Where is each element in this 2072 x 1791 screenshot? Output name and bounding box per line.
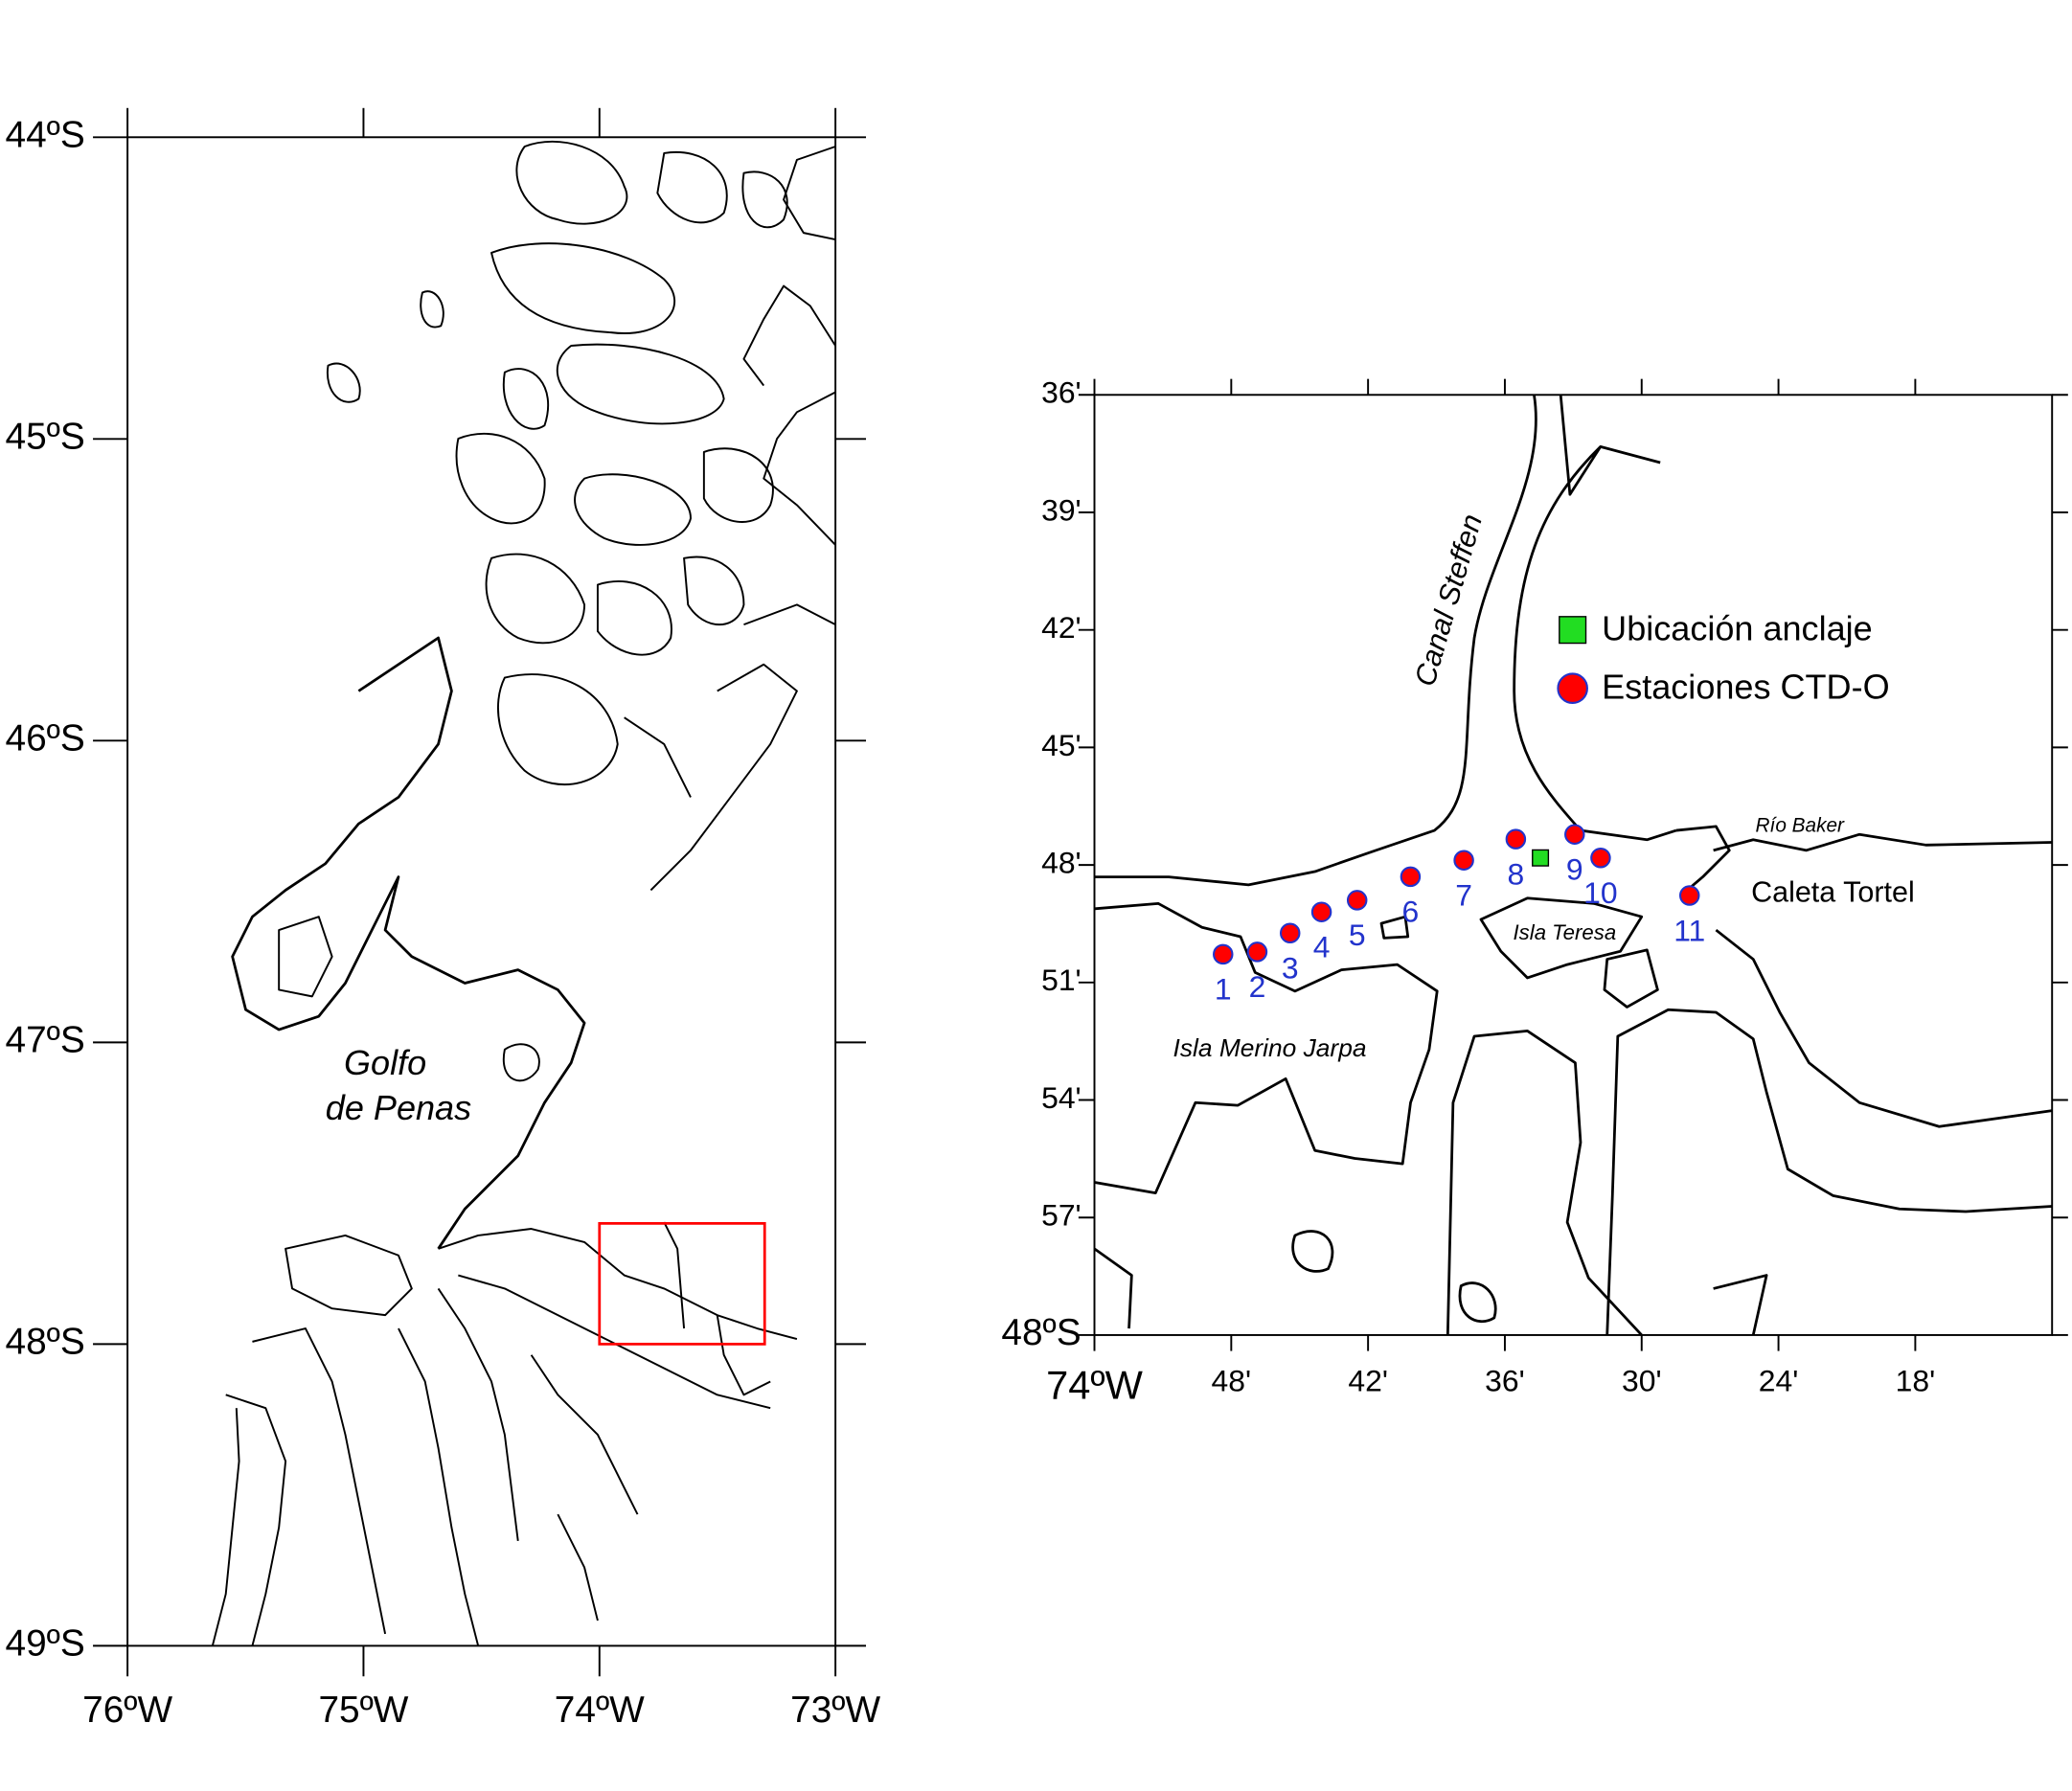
y-tick-label: 46ºS bbox=[5, 718, 84, 759]
overview-frame bbox=[126, 136, 837, 1647]
station-label: 5 bbox=[1349, 918, 1366, 952]
x-tick-label: 75ºW bbox=[318, 1689, 408, 1731]
x-tick-label: 73ºW bbox=[790, 1689, 880, 1731]
x-tick-label: 42' bbox=[1348, 1363, 1388, 1397]
station bbox=[1279, 922, 1301, 944]
legend-label: Estaciones CTD-O bbox=[1602, 668, 1889, 707]
station bbox=[1246, 941, 1268, 963]
station-label: 1 bbox=[1215, 972, 1232, 1007]
y-tick-label: 47ºS bbox=[5, 1020, 84, 1061]
place-label: Río Baker bbox=[1756, 814, 1845, 836]
x-tick-label: 76ºW bbox=[82, 1689, 172, 1731]
station bbox=[1564, 824, 1585, 845]
station bbox=[1346, 890, 1368, 911]
x-tick-label: 36' bbox=[1485, 1363, 1525, 1397]
x-tick-label: 24' bbox=[1759, 1363, 1799, 1397]
x-tick-label: 30' bbox=[1622, 1363, 1662, 1397]
station bbox=[1453, 850, 1474, 871]
place-label: Canal Steffen bbox=[1408, 510, 1489, 690]
station bbox=[1679, 885, 1700, 906]
study-area-box bbox=[598, 1221, 766, 1346]
station-label: 6 bbox=[1402, 895, 1420, 929]
y-tick-label: 54' bbox=[1041, 1080, 1082, 1115]
y-tick-label: 42' bbox=[1041, 610, 1082, 645]
x-tick-label: 74ºW bbox=[555, 1689, 645, 1731]
y-tick-label: 49ºS bbox=[5, 1623, 84, 1665]
place-label: Caleta Tortel bbox=[1751, 876, 1915, 909]
station bbox=[1310, 901, 1332, 922]
x-tick-label: 74ºW bbox=[1046, 1362, 1143, 1407]
y-tick-label: 48ºS bbox=[5, 1322, 84, 1363]
overview-coastline bbox=[211, 140, 836, 1646]
station-label: 11 bbox=[1674, 913, 1705, 947]
station-label: 9 bbox=[1566, 851, 1583, 886]
station-label: 4 bbox=[1313, 929, 1331, 964]
station bbox=[1505, 828, 1527, 850]
y-tick-label: 57' bbox=[1041, 1198, 1082, 1233]
station-label: 7 bbox=[1455, 877, 1472, 912]
x-tick-label: 18' bbox=[1896, 1363, 1936, 1397]
y-tick-label: 45' bbox=[1041, 728, 1082, 762]
place-label: Isla Teresa bbox=[1514, 920, 1617, 944]
station-label: 3 bbox=[1282, 951, 1299, 986]
station bbox=[1213, 943, 1234, 965]
legend-swatch bbox=[1559, 616, 1587, 645]
y-tick-label: 51' bbox=[1041, 963, 1082, 997]
station bbox=[1400, 866, 1422, 888]
y-tick-label: 39' bbox=[1041, 492, 1082, 527]
y-tick-label: 48' bbox=[1041, 846, 1082, 880]
y-tick-label: 44ºS bbox=[5, 115, 84, 156]
station bbox=[1590, 848, 1611, 869]
y-tick-label: 36' bbox=[1041, 375, 1082, 410]
place-label: Golfo bbox=[344, 1043, 426, 1082]
y-tick-label: 45ºS bbox=[5, 417, 84, 458]
detail-coastline bbox=[1093, 395, 2053, 1336]
x-tick-label: 48' bbox=[1212, 1363, 1252, 1397]
station-label: 8 bbox=[1508, 856, 1525, 891]
mooring bbox=[1532, 849, 1550, 867]
station-label: 2 bbox=[1249, 969, 1266, 1004]
station-label: 10 bbox=[1583, 875, 1617, 910]
place-label: de Penas bbox=[326, 1088, 471, 1127]
y-tick-label: 48ºS bbox=[1001, 1312, 1081, 1353]
legend-label: Ubicación anclaje bbox=[1602, 609, 1873, 648]
legend-swatch bbox=[1557, 672, 1588, 704]
place-label: Isla Merino Jarpa bbox=[1173, 1033, 1367, 1062]
